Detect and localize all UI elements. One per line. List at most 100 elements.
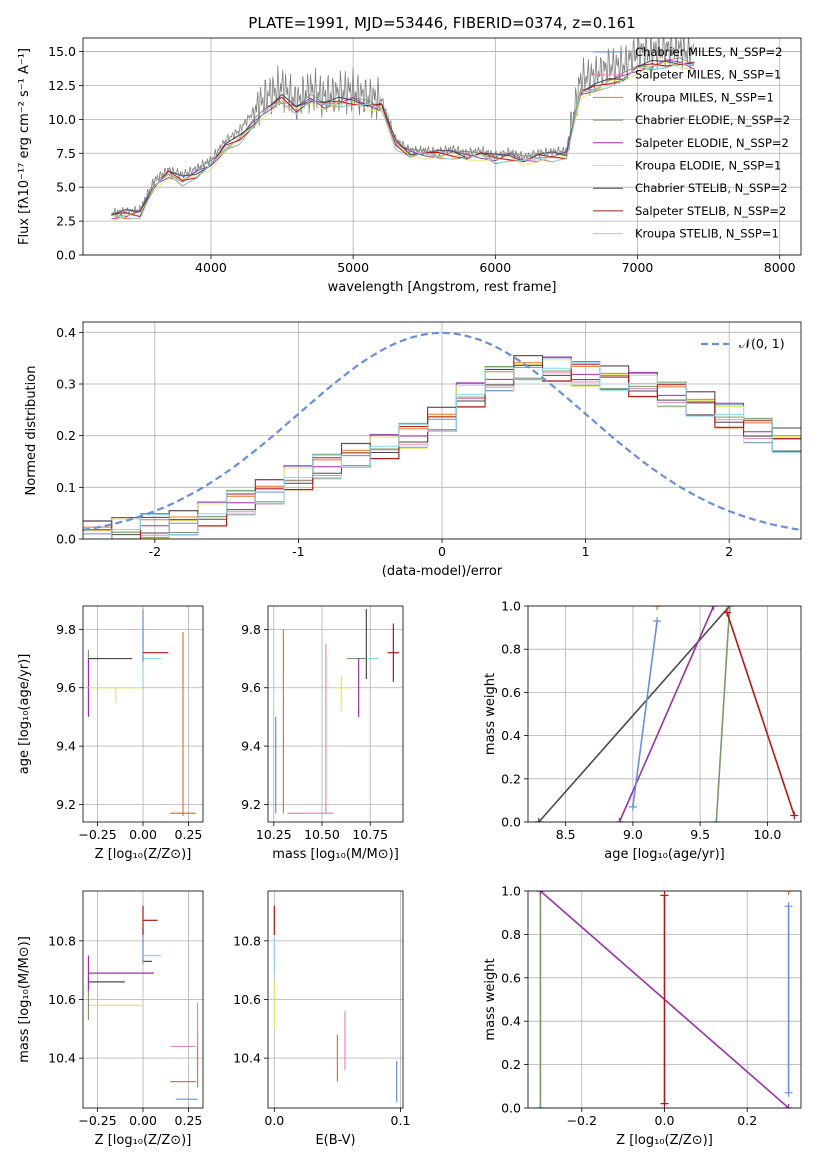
y-tick-label: 10.8 (48, 933, 76, 948)
x-tick-label: −0.25 (78, 1113, 116, 1128)
age-vs-mass-plot-area (275, 608, 400, 814)
weight-marker-salpeter-stelib (660, 1099, 669, 1108)
weight-vs-age-frame (527, 605, 802, 823)
weight-marker-chabrier-stelib (534, 818, 543, 822)
y-tick-label: 0.0 (56, 532, 76, 547)
y-tick-label: 9.2 (241, 797, 261, 812)
y-axis-label: mass weight (483, 673, 498, 755)
legend-label-normal: 𝒩(0, 1) (739, 336, 785, 351)
y-tick-label: 15.0 (48, 44, 76, 59)
weight-marker-salpeter-stelib (790, 811, 799, 820)
y-tick-label: 0.0 (501, 815, 521, 830)
x-tick-label: 0.1 (391, 1113, 411, 1128)
y-tick-label: 9.4 (241, 739, 261, 754)
histogram-salpeter-stelib (83, 363, 801, 539)
age-vs-Z-plot-area (87, 608, 196, 817)
weight-marker-salpeter-stelib (660, 891, 669, 900)
legend-label-kroupa-miles: Kroupa MILES, N_SSP=1 (635, 90, 774, 104)
y-axis-label: age [log₁₀(age/yr)] (17, 654, 32, 775)
y-tick-label: 9.6 (56, 680, 76, 695)
y-tick-label: 7.5 (56, 146, 76, 161)
weight-marker-salpeter-elodie (709, 606, 718, 610)
observed-spectrum-line (111, 38, 695, 218)
x-tick-label: -2 (149, 544, 161, 559)
y-tick-label: 10.0 (48, 112, 76, 127)
mass-vs-Z-frame (82, 890, 204, 1109)
residuals-frame (82, 321, 802, 540)
y-tick-label: 9.2 (56, 797, 76, 812)
x-tick-label: 6000 (479, 260, 511, 275)
y-tick-label: 0.6 (501, 970, 521, 985)
weight-marker-chabrier-miles (784, 902, 793, 911)
legend-label-kroupa-elodie: Kroupa ELODIE, N_SSP=1 (635, 159, 781, 173)
spectrum-plot-area (111, 38, 695, 223)
x-tick-label: -1 (292, 544, 304, 559)
mass-vs-ebv-axes: 0.0 0.1 10.4 10.6 10.8 E(B-V) (233, 890, 411, 1148)
mass-vs-ebv-plot-area (273, 905, 398, 1103)
weight-vs-age-axes: 8.5 9.0 9.5 10.0 0.0 0.2 0.4 0.6 0.8 1.0 age [log₁… (483, 599, 802, 862)
age-vs-Z-frame (82, 605, 204, 823)
x-tick-label: 8.5 (556, 827, 576, 842)
y-tick-label: 10.6 (233, 992, 261, 1007)
x-tick-label: 10.75 (352, 827, 388, 842)
weight-marker-chabrier-elodie (725, 606, 734, 610)
legend-label-salpeter-elodie: Salpeter ELODIE, N_SSP=2 (635, 136, 789, 150)
x-tick-label: −0.25 (78, 827, 116, 842)
spectrum-frame (82, 37, 802, 256)
y-tick-label: 10.8 (233, 933, 261, 948)
x-tick-label: −0.2 (567, 1113, 597, 1128)
y-tick-label: 0.8 (501, 927, 521, 942)
model-line-kroupa-elodie (111, 61, 695, 223)
weight-vs-Z-frame (527, 890, 802, 1109)
histogram-chabrier-stelib (83, 355, 801, 536)
x-tick-label: 9.0 (623, 827, 643, 842)
x-axis-label: E(B-V) (315, 1133, 355, 1148)
x-tick-label: 5000 (337, 260, 369, 275)
x-tick-label: 0.25 (175, 1113, 203, 1128)
weight-vs-age-plot-area (534, 606, 799, 822)
x-tick-label: 0.0 (264, 1113, 284, 1128)
x-tick-label: 10.50 (304, 827, 340, 842)
weight-vs-Z-axes: −0.2 0.0 0.2 0.0 0.2 0.4 0.6 0.8 1.0 Z [log₁₀(Z/Z… (483, 884, 802, 1148)
y-tick-label: 0.4 (56, 325, 76, 340)
weight-marker-chabrier-miles (628, 802, 637, 811)
weight-marker-salpeter-elodie (536, 891, 545, 895)
weight-marker-kroupa-miles (653, 606, 662, 610)
weight-marker-chabrier-elodie (536, 1104, 545, 1108)
x-axis-label: Z [log₁₀(Z/Z⊙)] (95, 847, 192, 862)
x-tick-label: 9.5 (690, 827, 710, 842)
x-axis-label: (data-model)/error (382, 564, 503, 579)
y-tick-label: 0.2 (501, 1057, 521, 1072)
weight-marker-chabrier-elodie (712, 818, 721, 822)
age-vs-mass-axes: 10.25 10.50 10.75 9.2 9.4 9.6 9.8 mass [log₁₀(M… (241, 605, 404, 862)
y-tick-label: 0.0 (501, 1101, 521, 1116)
y-tick-label: 0.2 (501, 771, 521, 786)
y-axis-label: Normed distribution (24, 366, 39, 496)
y-tick-label: 1.0 (501, 884, 521, 899)
x-tick-label: 4000 (195, 260, 227, 275)
y-tick-label: 0.6 (501, 685, 521, 700)
x-tick-label: 0 (438, 544, 446, 559)
mass-vs-Z-axes: −0.25 0.00 0.25 10.4 10.6 10.8 Z [log₁₀(Z/Z⊙)]… (17, 890, 204, 1148)
residuals-axes: -2 -1 0 1 2 0.0 0.1 0.2 0.3 0.4 (data-model)/error… (24, 321, 802, 579)
weight-line-chabrier-miles (632, 620, 658, 808)
legend-label-chabrier-stelib: Chabrier STELIB, N_SSP=2 (635, 181, 787, 195)
x-tick-label: 2 (725, 544, 733, 559)
weight-marker-chabrier-miles (784, 1088, 793, 1097)
weight-marker-kroupa-miles (784, 891, 793, 895)
y-axis-label: mass weight (483, 958, 498, 1040)
x-tick-label: 10.25 (256, 827, 292, 842)
x-tick-label: 0.25 (175, 827, 203, 842)
y-tick-label: 10.4 (48, 1051, 76, 1066)
y-tick-label: 0.8 (501, 642, 521, 657)
y-tick-label: 0.4 (501, 1014, 521, 1029)
chart-title: PLATE=1991, MJD=53446, FIBERID=0374, z=0… (248, 14, 635, 32)
x-tick-label: 0.0 (655, 1113, 675, 1128)
x-tick-label: 1 (582, 544, 590, 559)
x-tick-label: 0.00 (129, 827, 157, 842)
y-axis-label: Flux [fλ10⁻¹⁷ erg cm⁻² s⁻¹ A⁻¹] (17, 48, 32, 245)
y-tick-label: 12.5 (48, 78, 76, 93)
weight-marker-salpeter-elodie (784, 1104, 793, 1108)
x-tick-label: 0.2 (737, 1113, 757, 1128)
y-tick-label: 0.4 (501, 728, 521, 743)
